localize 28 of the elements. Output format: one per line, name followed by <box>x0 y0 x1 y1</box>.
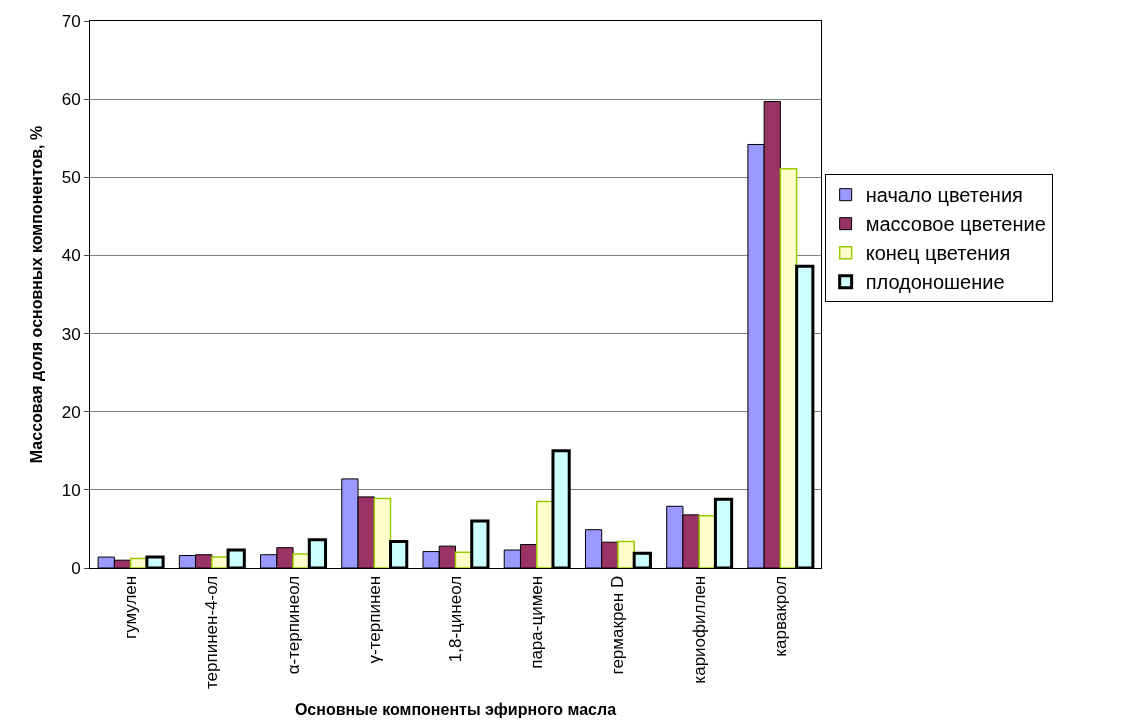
bar <box>211 556 229 568</box>
y-tick-label: 10 <box>61 480 81 500</box>
bar <box>698 514 717 568</box>
legend-label: массовое цветение <box>865 213 1046 236</box>
y-tick-label: 50 <box>61 168 81 188</box>
x-tick-label: 1,8-цинеол <box>446 575 466 663</box>
y-tick-label: 40 <box>61 246 81 266</box>
legend-label: плодоношение <box>865 271 1005 294</box>
x-tick-label: α-терпинеол <box>283 575 303 675</box>
y-tick-label: 60 <box>61 90 81 110</box>
bar <box>292 553 311 568</box>
y-axis-title: Массовая доля основных компонентов, % <box>27 125 45 464</box>
x-tick-label: гермакрен D <box>608 575 628 675</box>
x-tick-label: кариофиллен <box>689 575 709 684</box>
y-tick-label: 20 <box>61 402 81 422</box>
y-tick-label: 30 <box>61 324 81 344</box>
legend-label: конец цветения <box>865 242 1011 265</box>
bar <box>373 497 392 568</box>
y-tick-label: 70 <box>61 11 81 31</box>
y-tick-label: 0 <box>71 558 81 578</box>
x-tick-label: пара-цимен <box>527 575 547 669</box>
x-tick-label: терпинен-4-ол <box>202 575 222 690</box>
bar <box>617 540 635 568</box>
x-tick-label: гумулен <box>121 575 141 640</box>
x-tick-label: γ-терпинен <box>364 575 384 664</box>
x-axis-title: Основные компоненты эфирного масла <box>294 700 617 718</box>
legend-label: начало цветения <box>865 184 1023 207</box>
x-tick-label: карвакрол <box>770 575 790 657</box>
